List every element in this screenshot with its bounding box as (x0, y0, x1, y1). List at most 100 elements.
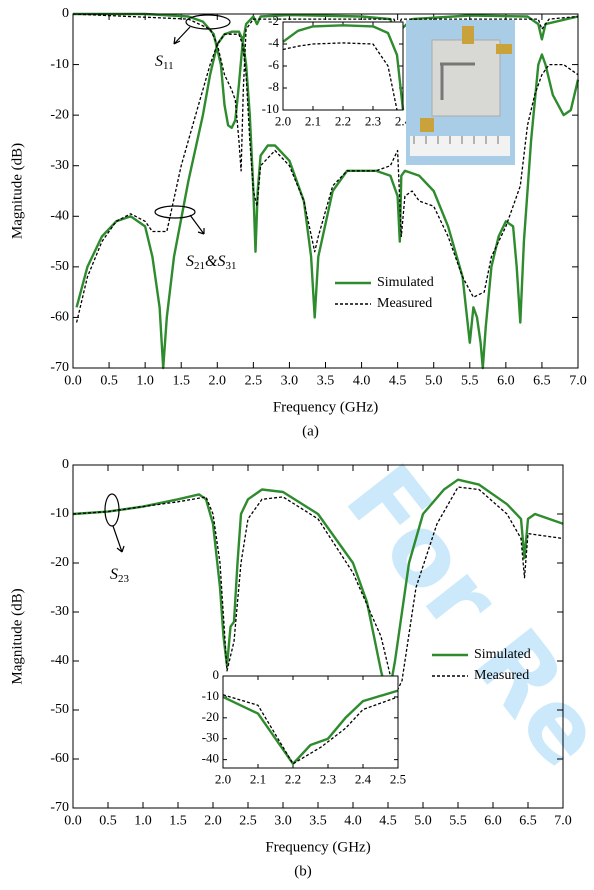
x-tick-label: 1.0 (134, 814, 152, 829)
y-tick-label: -10 (50, 506, 69, 521)
x-tick-label: 6.5 (533, 374, 551, 389)
y-tick-label: 0 (62, 457, 69, 472)
caption: (a) (302, 423, 319, 439)
y-tick-label: -6 (268, 57, 279, 72)
legend-label: Measured (474, 668, 529, 683)
x-tick-label: 3.5 (317, 374, 335, 389)
plot-frame (72, 464, 564, 809)
chart: For Re0.0 0.5 1.0 1.5 2.0 2.5 3.0 3.5 4.0 4.5 5.0 5… (9, 445, 594, 880)
y-tick-label: -8 (268, 79, 279, 94)
x-tick-label: 5.5 (461, 374, 479, 389)
x-axis-label: Frequency (GHz) (265, 839, 370, 855)
x-tick-label: 3.5 (309, 814, 327, 829)
x-tick-label: 3.0 (281, 374, 299, 389)
annotation-subscript: 31 (225, 260, 236, 272)
annotation-subscript: 11 (163, 60, 174, 72)
plot-frame (282, 21, 404, 111)
x-tick-label: 2.2 (335, 113, 351, 128)
x-tick-label: 2.1 (305, 113, 321, 128)
device-photo (406, 20, 515, 165)
series-line (222, 694, 399, 765)
x-tick-label: 7.0 (554, 814, 572, 829)
x-tick-label: 3.0 (274, 814, 292, 829)
series-line (222, 689, 399, 765)
y-tick-label: -10 (202, 688, 219, 703)
y-tick-label: -40 (202, 751, 219, 766)
y-tick-label: -30 (202, 730, 219, 745)
x-tick-label: 2.0 (209, 374, 227, 389)
x-tick-label: 4.0 (344, 814, 362, 829)
y-tick-label: -70 (50, 360, 69, 375)
plot-frame (72, 13, 579, 369)
y-tick-label: -30 (50, 158, 69, 173)
x-tick-label: 2.4 (355, 771, 372, 786)
x-tick-label: 2.0 (215, 771, 231, 786)
annotation-subscript: 21 (194, 260, 205, 272)
legend-label: Simulated (474, 647, 531, 662)
series-line (72, 486, 564, 696)
legend-label: Measured (377, 296, 432, 311)
y-tick-label: 0 (62, 6, 69, 21)
annotation-text: S (186, 253, 194, 270)
x-tick-label: 2.3 (365, 113, 381, 128)
annotation: S21&S31 (186, 253, 236, 272)
y-tick-label: -20 (202, 709, 219, 724)
inset-chart: 2.0 2.1 2.2 2.3 2.4 2.5 0 -10 -20 -30 -40 (202, 667, 406, 786)
x-tick-label: 4.5 (389, 374, 407, 389)
x-tick-label: 0.0 (64, 374, 82, 389)
x-tick-label: 1.5 (169, 814, 187, 829)
y-tick-label: -50 (50, 259, 69, 274)
x-tick-label: 2.5 (239, 814, 257, 829)
series-line (282, 42, 398, 111)
inset-chart: 2.0 2.1 2.2 2.3 2.4-2-4-6-8-10 (262, 13, 412, 128)
x-tick-label: 0.5 (99, 814, 117, 829)
x-tick-label: 4.5 (379, 814, 397, 829)
x-tick-label: 5.5 (449, 814, 467, 829)
x-tick-label: 2.3 (320, 771, 336, 786)
annotation: S11 (155, 53, 174, 72)
annotation: S23 (110, 566, 130, 585)
y-tick-label: -60 (50, 310, 69, 325)
series-line (72, 478, 564, 702)
y-axis-label: Magnitude (dB) (9, 143, 25, 239)
y-tick-label: -30 (50, 604, 69, 619)
x-tick-label: 5.0 (414, 814, 432, 829)
annotation-text: S (110, 566, 118, 583)
series-line (282, 24, 405, 111)
x-tick-label: 1.5 (172, 374, 190, 389)
x-tick-label: 2.5 (390, 771, 406, 786)
y-tick-label: -20 (50, 555, 69, 570)
x-tick-label: 1.0 (136, 374, 154, 389)
x-tick-label: 0.5 (100, 374, 118, 389)
inset-background (283, 22, 403, 110)
annotation-text: &S (205, 253, 225, 270)
x-tick-label: 6.5 (519, 814, 537, 829)
y-tick-label: -40 (50, 209, 69, 224)
series-line (72, 13, 579, 323)
y-tick-label: -10 (50, 57, 69, 72)
x-tick-label: 2.1 (250, 771, 266, 786)
x-tick-label: 2.0 (204, 814, 222, 829)
y-tick-label: 0 (213, 667, 220, 682)
annotation-text: S (155, 53, 163, 70)
y-tick-label: -20 (50, 107, 69, 122)
annotation-subscript: 23 (118, 573, 130, 585)
annotation-marks (104, 14, 231, 553)
x-tick-label: 4.0 (353, 374, 371, 389)
x-tick-label: 6.0 (484, 814, 502, 829)
x-tick-label: 0.0 (64, 814, 82, 829)
inset-background (223, 676, 398, 768)
x-tick-label: 2.2 (285, 771, 301, 786)
y-tick-label: -70 (50, 800, 69, 815)
x-tick-label: 7.0 (569, 374, 587, 389)
y-tick-label: -2 (268, 13, 279, 28)
y-tick-label: -10 (262, 101, 279, 116)
legend-label: Simulated (377, 275, 434, 290)
caption: (b) (294, 863, 312, 879)
x-axis-label: Frequency (GHz) (273, 399, 378, 415)
y-tick-label: -40 (50, 653, 69, 668)
x-tick-label: 2.0 (275, 113, 291, 128)
x-tick-label: 6.0 (497, 374, 515, 389)
y-tick-label: -4 (268, 35, 279, 50)
